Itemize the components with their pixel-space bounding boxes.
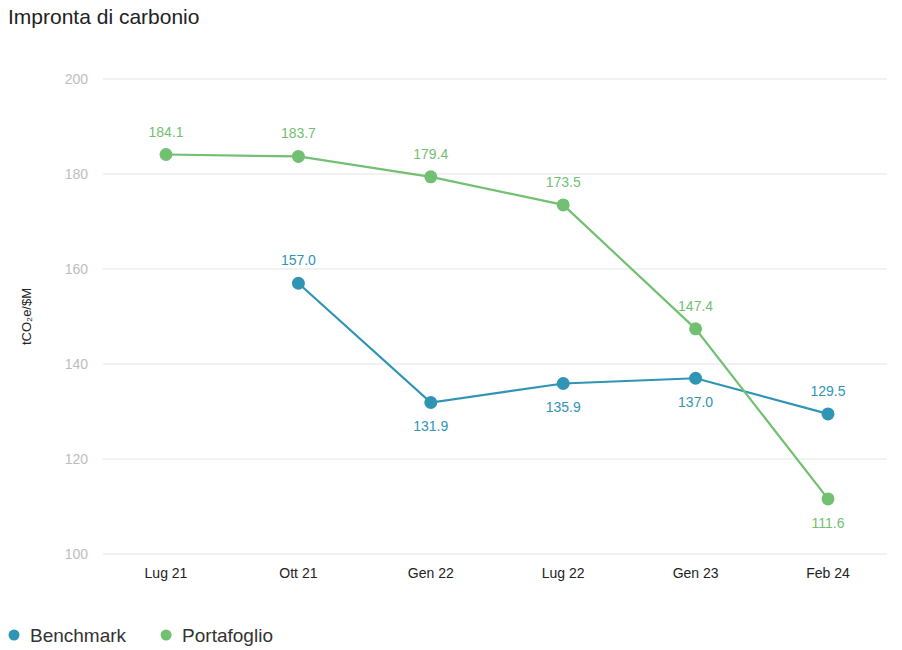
y-tick-label: 120 [65, 451, 89, 467]
title: Impronta di carbonio [8, 5, 199, 28]
point-marker [424, 170, 437, 183]
point-marker [424, 396, 437, 409]
legend-label: Portafoglio [182, 625, 273, 646]
grid-line [103, 364, 887, 365]
x-tick-label: Gen 23 [673, 565, 719, 581]
point-marker [689, 372, 702, 385]
y-tick-label: 180 [65, 166, 89, 182]
data-label: 129.5 [810, 383, 845, 399]
point-marker [822, 407, 835, 420]
point-marker [160, 148, 173, 161]
y-axis-label: tCO₂e/$M [19, 288, 34, 345]
grid-line [103, 554, 887, 555]
grid-line [103, 79, 887, 80]
data-label: 135.9 [546, 399, 581, 415]
data-label: 157.0 [281, 252, 316, 268]
legend-label: Benchmark [30, 625, 127, 646]
data-label: 111.6 [812, 515, 845, 531]
data-label: 173.5 [546, 174, 581, 190]
series-line [166, 155, 828, 499]
legend-marker [9, 630, 20, 641]
y-tick-label: 140 [65, 356, 89, 372]
data-label: 183.7 [281, 125, 316, 141]
data-label: 179.4 [413, 146, 448, 162]
legend: Benchmark Portafoglio [9, 625, 273, 646]
point-marker [292, 150, 305, 163]
data-label: 184.1 [148, 124, 183, 140]
point-marker [557, 198, 570, 211]
grid [103, 79, 887, 554]
x-tick-label: Lug 21 [145, 565, 188, 581]
point-marker [557, 377, 570, 390]
data-label: 147.4 [678, 298, 713, 314]
y-tick-label: 100 [65, 546, 89, 562]
data-label: 131.9 [413, 418, 448, 434]
grid-line [103, 459, 887, 460]
x-tick-label: Feb 24 [806, 565, 850, 581]
data-labels: 157.0 131.9 135.9 137.0 129.5 184.1 183.7 179.4… [148, 124, 845, 531]
legend-marker [161, 630, 172, 641]
series-line [298, 283, 828, 414]
x-tick-label: Ott 21 [279, 565, 317, 581]
data-label: 137.0 [678, 394, 713, 410]
grid-line [103, 269, 887, 270]
y-tick-label: 160 [65, 261, 89, 277]
plot-area [160, 148, 835, 505]
y-tick-label: 200 [65, 71, 89, 87]
chart: Impronta di carbonio tCO₂e/$M 100 120 140 160… [0, 0, 902, 650]
x-tick-label: Lug 22 [542, 565, 585, 581]
point-marker [292, 277, 305, 290]
point-marker [822, 492, 835, 505]
grid-line [103, 174, 887, 175]
x-tick-label: Gen 22 [408, 565, 454, 581]
point-marker [689, 322, 702, 335]
